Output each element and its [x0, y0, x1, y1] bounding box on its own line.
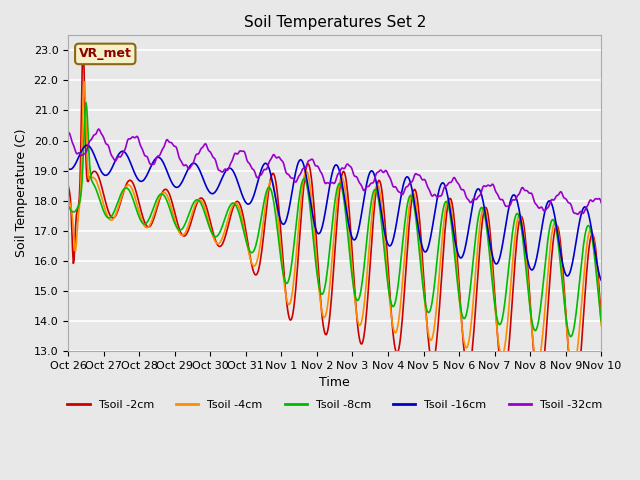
Text: VR_met: VR_met	[79, 48, 132, 60]
Tsoil -8cm	[567, 334, 575, 339]
Tsoil -2cm	[79, 41, 87, 47]
Tsoil -8cm	[400, 227, 408, 233]
Tsoil -2cm	[64, 183, 72, 189]
Tsoil -32cm	[129, 134, 137, 140]
Tsoil -4cm	[416, 235, 424, 241]
Line: Tsoil -32cm: Tsoil -32cm	[68, 129, 601, 214]
Line: Tsoil -8cm: Tsoil -8cm	[68, 103, 601, 336]
Tsoil -16cm	[212, 188, 220, 194]
Tsoil -16cm	[416, 232, 424, 238]
Tsoil -8cm	[74, 204, 82, 210]
Tsoil -4cm	[64, 194, 72, 200]
Tsoil -8cm	[212, 234, 220, 240]
Tsoil -16cm	[597, 277, 605, 283]
Tsoil -8cm	[82, 100, 90, 106]
Tsoil -4cm	[597, 323, 605, 328]
Tsoil -16cm	[400, 180, 408, 185]
Legend: Tsoil -2cm, Tsoil -4cm, Tsoil -8cm, Tsoil -16cm, Tsoil -32cm: Tsoil -2cm, Tsoil -4cm, Tsoil -8cm, Tsoi…	[63, 396, 607, 415]
Tsoil -2cm	[597, 318, 605, 324]
Tsoil -16cm	[184, 168, 191, 173]
Tsoil -16cm	[83, 143, 90, 148]
Tsoil -2cm	[212, 238, 220, 244]
Tsoil -16cm	[129, 167, 137, 173]
Tsoil -32cm	[95, 126, 102, 132]
Line: Tsoil -2cm: Tsoil -2cm	[68, 44, 601, 398]
Tsoil -4cm	[74, 219, 82, 225]
Tsoil -32cm	[212, 158, 220, 164]
Tsoil -32cm	[184, 164, 191, 170]
Tsoil -2cm	[416, 218, 424, 224]
Tsoil -8cm	[597, 319, 605, 324]
Tsoil -8cm	[184, 215, 191, 221]
Tsoil -32cm	[597, 200, 605, 206]
Tsoil -2cm	[400, 294, 408, 300]
Tsoil -8cm	[64, 203, 72, 208]
Tsoil -32cm	[573, 211, 581, 217]
Title: Soil Temperatures Set 2: Soil Temperatures Set 2	[244, 15, 426, 30]
Tsoil -16cm	[64, 166, 72, 171]
Tsoil -4cm	[569, 368, 577, 373]
Tsoil -4cm	[129, 190, 137, 195]
Tsoil -4cm	[212, 240, 220, 245]
Tsoil -8cm	[416, 251, 424, 257]
Tsoil -4cm	[184, 225, 191, 230]
Tsoil -16cm	[74, 156, 82, 162]
Tsoil -2cm	[129, 181, 137, 187]
Tsoil -32cm	[416, 172, 424, 178]
Y-axis label: Soil Temperature (C): Soil Temperature (C)	[15, 129, 28, 257]
Tsoil -8cm	[129, 197, 137, 203]
Tsoil -32cm	[74, 151, 82, 156]
X-axis label: Time: Time	[319, 376, 350, 389]
Tsoil -32cm	[64, 130, 72, 135]
Tsoil -2cm	[74, 206, 82, 212]
Tsoil -4cm	[81, 79, 88, 85]
Tsoil -4cm	[400, 261, 408, 266]
Line: Tsoil -16cm: Tsoil -16cm	[68, 145, 601, 280]
Line: Tsoil -4cm: Tsoil -4cm	[68, 82, 601, 371]
Tsoil -2cm	[184, 229, 191, 235]
Tsoil -2cm	[571, 395, 579, 401]
Tsoil -32cm	[400, 189, 408, 194]
